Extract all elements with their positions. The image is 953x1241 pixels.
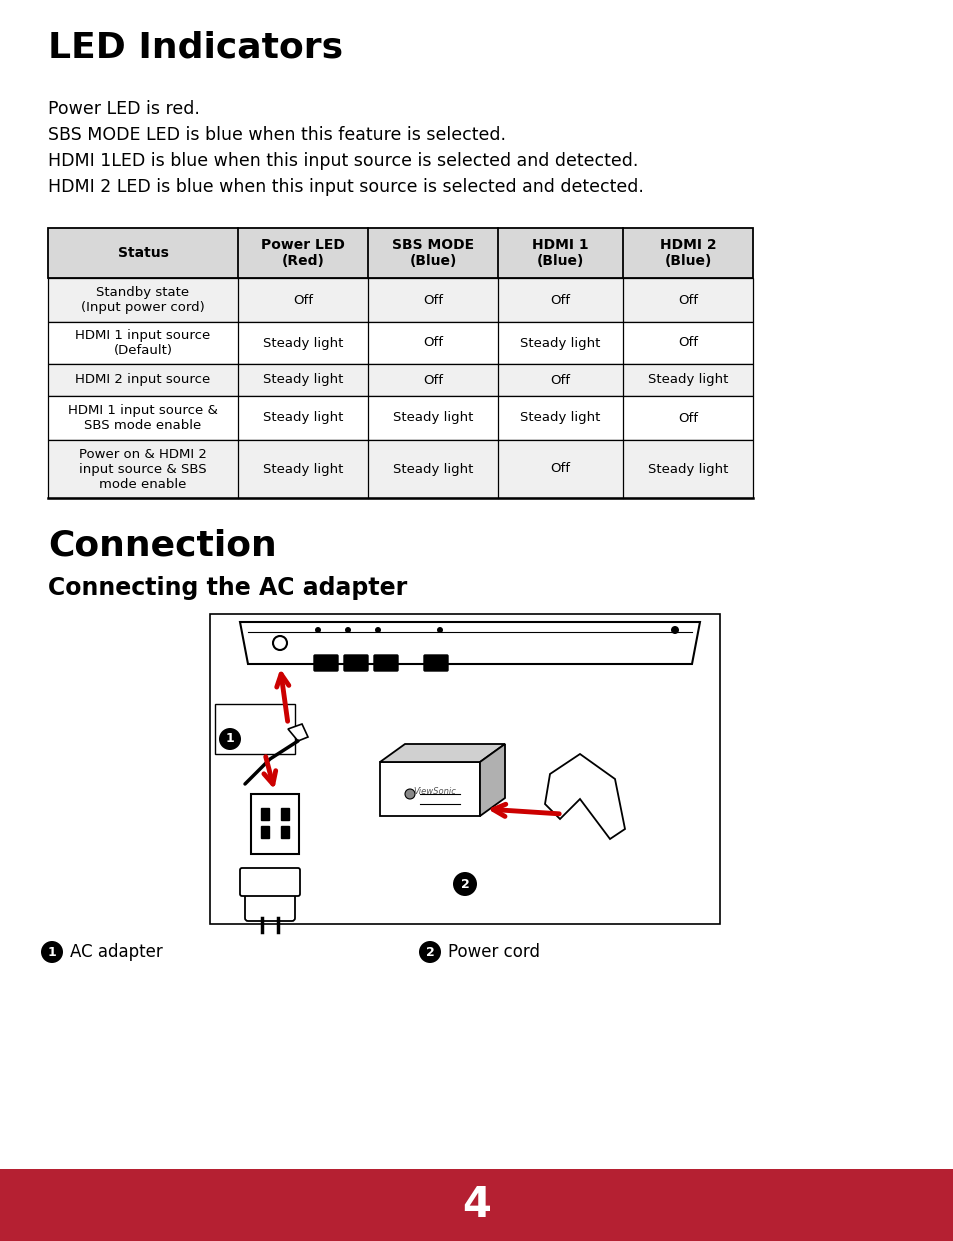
Text: 2: 2	[460, 877, 469, 891]
Circle shape	[436, 627, 442, 633]
Text: LED Indicators: LED Indicators	[48, 30, 343, 65]
Text: Power LED
(Red): Power LED (Red)	[261, 238, 345, 268]
Bar	[251, 794, 298, 854]
Circle shape	[345, 627, 351, 633]
Text: Steady light: Steady light	[519, 336, 600, 350]
Text: Steady light: Steady light	[262, 412, 343, 424]
Text: Steady light: Steady light	[393, 412, 473, 424]
Text: Steady light: Steady light	[262, 374, 343, 386]
Bar	[261, 808, 269, 820]
Text: HDMI 2 LED is blue when this input source is selected and detected.: HDMI 2 LED is blue when this input sourc…	[48, 177, 643, 196]
Bar	[48, 364, 752, 396]
FancyBboxPatch shape	[240, 867, 299, 896]
Text: Steady light: Steady light	[262, 336, 343, 350]
Text: Steady light: Steady light	[393, 463, 473, 475]
Text: Power LED is red.: Power LED is red.	[48, 101, 200, 118]
Text: Connection: Connection	[48, 527, 276, 562]
Text: Steady light: Steady light	[647, 463, 727, 475]
FancyBboxPatch shape	[314, 655, 337, 671]
Text: HDMI 2 input source: HDMI 2 input source	[75, 374, 211, 386]
Text: 4: 4	[462, 1184, 491, 1226]
Polygon shape	[379, 745, 504, 762]
FancyBboxPatch shape	[344, 655, 368, 671]
FancyBboxPatch shape	[245, 887, 294, 921]
Polygon shape	[240, 622, 700, 664]
Text: ViewSonic: ViewSonic	[414, 787, 456, 795]
Text: Off: Off	[550, 294, 570, 307]
Circle shape	[314, 627, 320, 633]
Text: Power on & HDMI 2
input source & SBS
mode enable: Power on & HDMI 2 input source & SBS mod…	[79, 448, 207, 490]
Text: SBS MODE
(Blue): SBS MODE (Blue)	[392, 238, 474, 268]
Text: Off: Off	[422, 336, 442, 350]
Polygon shape	[288, 724, 308, 741]
Text: HDMI 1LED is blue when this input source is selected and detected.: HDMI 1LED is blue when this input source…	[48, 151, 638, 170]
Polygon shape	[544, 755, 624, 839]
Text: Off: Off	[678, 336, 698, 350]
Circle shape	[453, 872, 476, 896]
Bar	[0, 1169, 953, 1241]
Bar	[48, 228, 752, 278]
Text: 2: 2	[425, 946, 434, 958]
Text: 1: 1	[226, 732, 234, 746]
Bar	[214, 704, 294, 755]
Text: Off: Off	[293, 294, 313, 307]
FancyBboxPatch shape	[374, 655, 397, 671]
Circle shape	[418, 941, 440, 963]
Bar	[48, 396, 752, 441]
Text: Standby state
(Input power cord): Standby state (Input power cord)	[81, 285, 205, 314]
Text: Power cord: Power cord	[448, 943, 539, 961]
Circle shape	[375, 627, 380, 633]
Text: AC adapter: AC adapter	[70, 943, 163, 961]
Text: Steady light: Steady light	[647, 374, 727, 386]
Text: HDMI 1
(Blue): HDMI 1 (Blue)	[532, 238, 588, 268]
Bar	[261, 827, 269, 838]
Text: 1: 1	[48, 946, 56, 958]
Circle shape	[670, 625, 679, 634]
Circle shape	[405, 789, 415, 799]
Text: SBS MODE LED is blue when this feature is selected.: SBS MODE LED is blue when this feature i…	[48, 127, 505, 144]
Text: Off: Off	[550, 374, 570, 386]
Text: Connecting the AC adapter: Connecting the AC adapter	[48, 576, 407, 599]
Bar	[48, 321, 752, 364]
Text: HDMI 2
(Blue): HDMI 2 (Blue)	[659, 238, 716, 268]
Text: Off: Off	[550, 463, 570, 475]
Polygon shape	[479, 745, 504, 817]
Text: Off: Off	[422, 374, 442, 386]
Text: Steady light: Steady light	[262, 463, 343, 475]
Circle shape	[219, 728, 241, 750]
FancyBboxPatch shape	[423, 655, 448, 671]
Polygon shape	[379, 762, 479, 817]
Bar	[48, 441, 752, 498]
Bar	[48, 278, 752, 321]
Text: Off: Off	[678, 412, 698, 424]
Text: Off: Off	[422, 294, 442, 307]
Bar	[281, 808, 289, 820]
Text: HDMI 1 input source
(Default): HDMI 1 input source (Default)	[75, 329, 211, 357]
Text: Steady light: Steady light	[519, 412, 600, 424]
Text: Off: Off	[678, 294, 698, 307]
Text: HDMI 1 input source &
SBS mode enable: HDMI 1 input source & SBS mode enable	[68, 405, 217, 432]
Bar	[281, 827, 289, 838]
Text: Status: Status	[117, 246, 169, 261]
Circle shape	[273, 635, 287, 650]
Bar	[210, 614, 720, 925]
Circle shape	[41, 941, 63, 963]
